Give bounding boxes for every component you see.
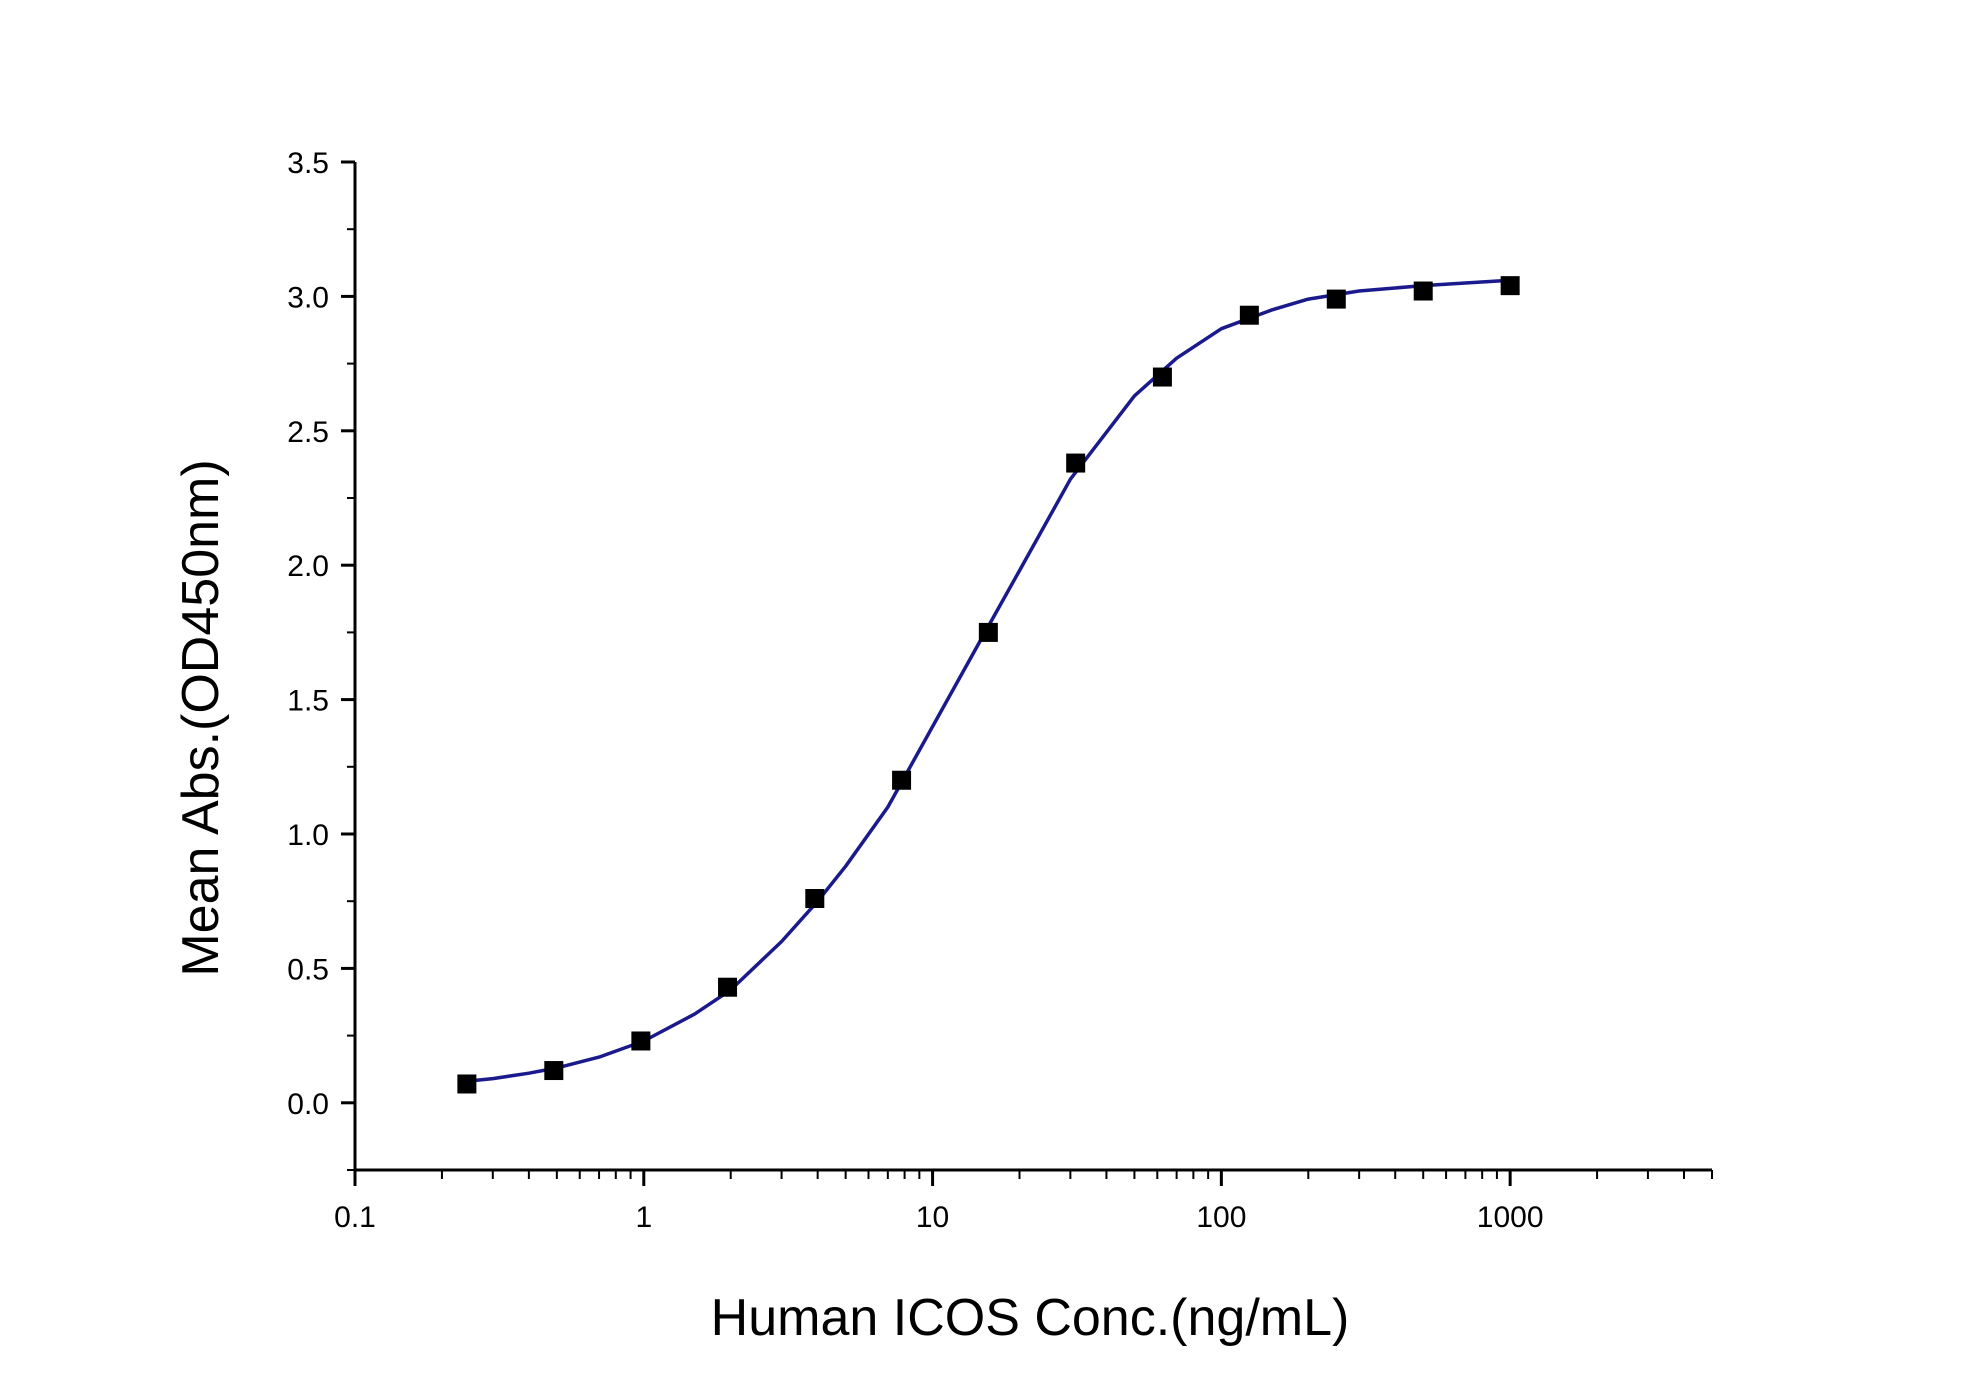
y-tick-label: 2.0 xyxy=(287,550,329,583)
data-point xyxy=(718,977,738,997)
y-tick-label: 3.0 xyxy=(287,281,329,314)
x-tick-label: 0.1 xyxy=(334,1201,376,1234)
data-point xyxy=(805,889,825,909)
y-tick-label: 1.0 xyxy=(287,819,329,852)
x-tick-label: 10 xyxy=(916,1201,949,1234)
data-point xyxy=(1413,281,1433,301)
y-tick-label: 0.5 xyxy=(287,953,329,986)
x-tick-label: 100 xyxy=(1196,1201,1246,1234)
fit-curve-layer xyxy=(465,278,1512,1084)
data-point xyxy=(1066,453,1086,473)
x-tick-label: 1 xyxy=(635,1201,652,1234)
data-point xyxy=(457,1074,477,1094)
y-tick-label: 3.5 xyxy=(287,147,329,180)
data-point xyxy=(978,622,998,642)
x-tick-label: 1000 xyxy=(1477,1201,1544,1234)
y-tick-label: 2.5 xyxy=(287,416,329,449)
data-points-layer xyxy=(457,276,1520,1094)
data-point xyxy=(1239,305,1259,325)
data-point xyxy=(631,1031,651,1051)
fit-curve-line xyxy=(465,278,1512,1084)
x-axis-title: Human ICOS Conc.(ng/mL) xyxy=(711,1289,1350,1347)
y-axis-title: Mean Abs.(OD450nm) xyxy=(172,459,230,976)
data-point xyxy=(1326,289,1346,309)
data-point xyxy=(544,1061,564,1081)
y-tick-label: 0.0 xyxy=(287,1088,329,1121)
axes: 0.0 0.5 1.0 1.5 2.0 2.5 3.0 3.5 0.1 1 10 100 1000 xyxy=(287,147,1713,1234)
data-point xyxy=(1152,367,1172,387)
data-point xyxy=(892,770,912,790)
y-tick-label: 1.5 xyxy=(287,685,329,718)
data-point xyxy=(1500,276,1520,296)
